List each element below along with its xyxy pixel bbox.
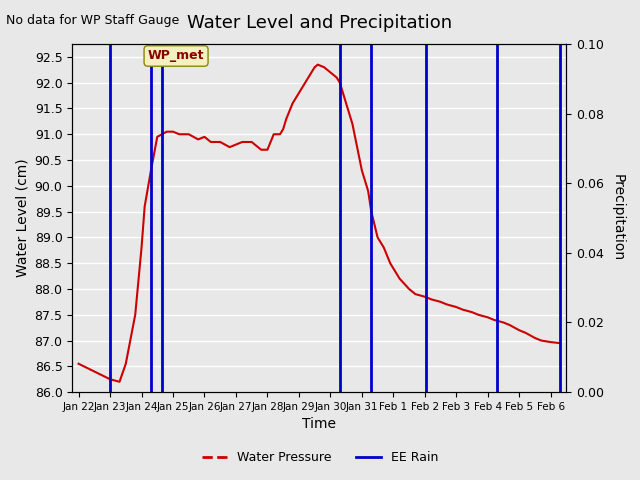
Y-axis label: Precipitation: Precipitation — [611, 175, 625, 262]
Text: Water Level and Precipitation: Water Level and Precipitation — [188, 14, 452, 33]
Text: No data for WP Staff Gauge: No data for WP Staff Gauge — [6, 14, 180, 27]
X-axis label: Time: Time — [302, 418, 337, 432]
Legend: Water Pressure, EE Rain: Water Pressure, EE Rain — [196, 446, 444, 469]
Y-axis label: Water Level (cm): Water Level (cm) — [15, 159, 29, 277]
Text: WP_met: WP_met — [148, 49, 204, 62]
